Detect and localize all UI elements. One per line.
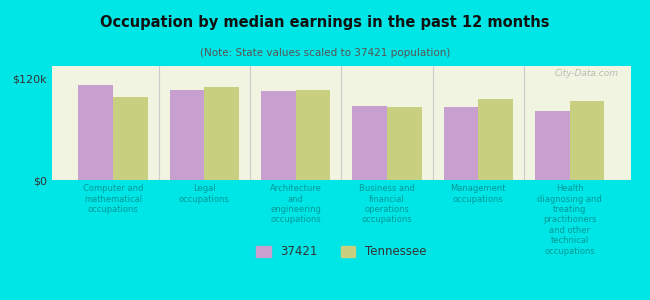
Text: Occupation by median earnings in the past 12 months: Occupation by median earnings in the pas… bbox=[100, 15, 550, 30]
Bar bbox=[387, 107, 422, 180]
Bar bbox=[170, 90, 204, 180]
Bar bbox=[204, 87, 239, 180]
Bar bbox=[352, 106, 387, 180]
Text: (Note: State values scaled to 37421 population): (Note: State values scaled to 37421 popu… bbox=[200, 48, 450, 58]
Bar bbox=[113, 97, 148, 180]
Bar bbox=[478, 99, 513, 180]
Bar bbox=[296, 90, 330, 180]
Bar bbox=[78, 85, 113, 180]
Bar bbox=[443, 107, 478, 180]
Bar bbox=[569, 100, 604, 180]
Legend: 37421, Tennessee: 37421, Tennessee bbox=[252, 241, 431, 263]
Bar bbox=[261, 91, 296, 180]
Text: City-Data.com: City-Data.com bbox=[555, 69, 619, 78]
Bar bbox=[535, 111, 569, 180]
